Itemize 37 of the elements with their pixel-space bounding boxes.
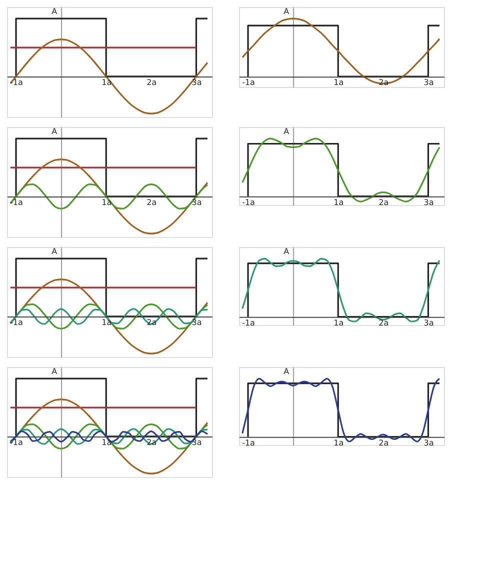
x-tick-label: -1a <box>242 198 256 207</box>
x-tick-label: 3a <box>192 198 202 207</box>
x-tick-label: 2a <box>378 438 389 448</box>
x-tick-label: 1a <box>102 198 112 207</box>
x-tick-label: 3a <box>424 438 434 448</box>
text: A <box>284 367 290 376</box>
x-tick-label: 3a <box>424 78 434 88</box>
x-tick-label: 3a <box>192 78 202 87</box>
x-tick-label: 1a <box>102 318 112 327</box>
x-tick-label: -1a <box>242 318 256 328</box>
text: A <box>284 7 290 16</box>
x-tick-label: 2a <box>146 198 157 207</box>
x-tick-label: -1a <box>242 438 256 448</box>
x-tick-label: 3a <box>192 438 202 447</box>
text: A <box>52 7 58 16</box>
x-tick-label: -1a <box>242 78 256 88</box>
x-tick-label: 3a <box>424 198 434 207</box>
x-tick-label: -1a <box>10 318 24 327</box>
x-tick-label: 2a <box>378 318 389 328</box>
x-tick-label: 1a <box>102 78 112 87</box>
text: A <box>52 127 58 136</box>
x-tick-label: 3a <box>424 318 434 328</box>
x-tick-label: -1a <box>10 438 24 447</box>
x-tick-label: 1a <box>102 438 112 447</box>
x-tick-label: 1a <box>334 318 344 328</box>
x-tick-label: 3a <box>192 318 202 327</box>
text: A <box>52 247 58 256</box>
text: A <box>52 367 58 376</box>
x-tick-label: 1a <box>334 438 344 448</box>
x-tick-label: 1a <box>334 78 344 88</box>
x-tick-label: -1a <box>10 78 24 87</box>
x-tick-label: -1a <box>10 198 24 207</box>
x-tick-label: 1a <box>334 198 344 207</box>
text: A <box>284 247 290 256</box>
x-tick-label: 2a <box>378 198 389 207</box>
text: A <box>284 127 290 136</box>
x-tick-label: 2a <box>146 78 157 87</box>
